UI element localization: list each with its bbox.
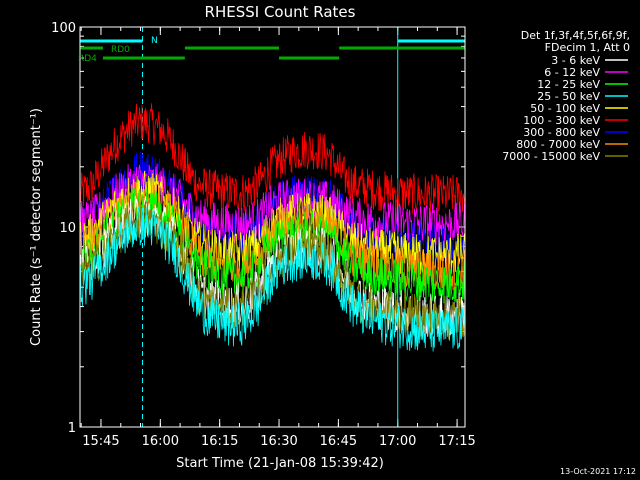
- legend-entry-label: 7000 - 15000 keV: [502, 150, 600, 163]
- x-tick-label: 16:00: [142, 434, 179, 449]
- x-tick-label: 17:15: [438, 434, 475, 449]
- legend-entry-label: 100 - 300 keV: [523, 114, 600, 127]
- y-tick-label: 1: [68, 421, 76, 436]
- x-axis-label: Start Time (21-Jan-08 15:39:42): [176, 456, 384, 471]
- x-tick-label: 16:45: [320, 434, 357, 449]
- legend-entry-label: 300 - 800 keV: [523, 126, 600, 139]
- y-axis-label: Count Rate (s⁻¹ detector segment⁻¹): [29, 108, 44, 346]
- y-tick-label: 10: [59, 221, 76, 236]
- state-label-rd4: RD4: [78, 54, 97, 64]
- footer-date: 13-Oct-2021 17:12: [560, 467, 636, 476]
- state-label-rd0: RD0: [111, 45, 130, 55]
- x-tick-label: 16:15: [201, 434, 238, 449]
- x-tick-label: 17:00: [379, 434, 416, 449]
- y-tick-label: 100: [51, 21, 76, 36]
- series-line: [79, 205, 466, 352]
- series-line: [79, 151, 466, 262]
- x-tick-label: 16:30: [260, 434, 297, 449]
- legend-entry-label: 6 - 12 keV: [544, 66, 600, 79]
- series-line: [79, 181, 466, 293]
- legend-entry-label: 50 - 100 keV: [530, 102, 600, 115]
- plot-frame: [79, 26, 466, 428]
- plot-area: [79, 26, 466, 428]
- legend-entry-label: 800 - 7000 keV: [516, 138, 600, 151]
- legend-entry-label: 12 - 25 keV: [537, 78, 600, 91]
- legend-header-line-2: FDecim 1, Att 0: [545, 41, 630, 54]
- legend-entry-label: 3 - 6 keV: [551, 54, 600, 67]
- series-line: [79, 103, 466, 216]
- series-line: [79, 163, 466, 246]
- chart-title: RHESSI Count Rates: [205, 3, 356, 21]
- legend-entry-label: 25 - 50 keV: [537, 90, 600, 103]
- legend-header-line-1: Det 1f,3f,4f,5f,6f,9f,: [521, 29, 630, 42]
- x-tick-label: 15:45: [82, 434, 119, 449]
- state-label-n: N: [151, 36, 158, 46]
